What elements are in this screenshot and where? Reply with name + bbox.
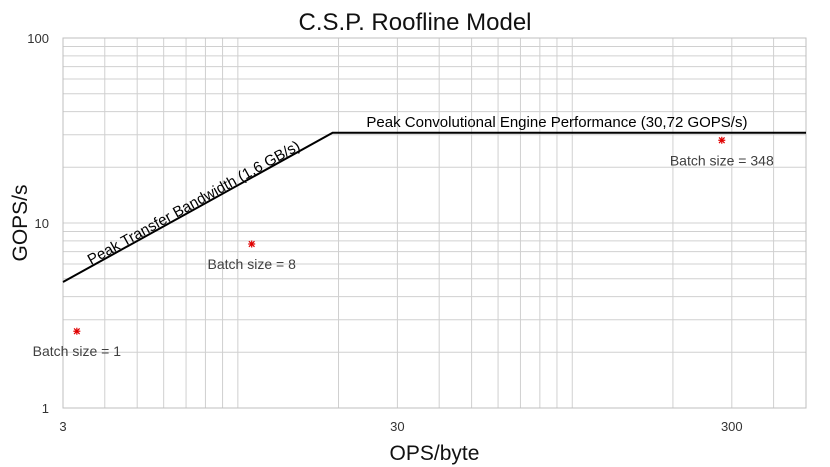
- data-point-label: Batch size = 1: [33, 343, 122, 359]
- points-layer: Batch size = 1 Batch size = 8 Batch size =…: [33, 136, 774, 359]
- y-tick-label: 10: [35, 216, 49, 231]
- data-point: [73, 327, 81, 335]
- y-axis-title: GOPS/s: [9, 184, 32, 261]
- data-point: [718, 136, 726, 144]
- peak-compute-annotation: Peak Convolutional Engine Performance (3…: [366, 114, 747, 131]
- plot-frame: [62, 37, 807, 409]
- chart-title: C.S.P. Roofline Model: [298, 9, 531, 36]
- y-tick-label: 1: [42, 401, 49, 416]
- grid: [63, 38, 806, 408]
- data-point-label: Batch size = 348: [670, 152, 774, 168]
- data-point: [248, 240, 256, 248]
- y-tick-label: 100: [27, 31, 49, 46]
- y-tick-labels: 1 10 100: [27, 31, 49, 416]
- x-axis-title: OPS/byte: [390, 442, 480, 465]
- x-tick-label: 3: [59, 419, 66, 434]
- peak-bandwidth-annotation: Peak Transfer Bandwidth (1,6 GB/s): [85, 138, 303, 269]
- x-tick-label: 300: [721, 419, 743, 434]
- data-point-label: Batch size = 8: [208, 256, 297, 272]
- x-tick-labels: 3 30 300: [59, 419, 742, 434]
- x-tick-label: 30: [390, 419, 404, 434]
- series-layer: [62, 131, 806, 283]
- roofline-series: [62, 131, 806, 283]
